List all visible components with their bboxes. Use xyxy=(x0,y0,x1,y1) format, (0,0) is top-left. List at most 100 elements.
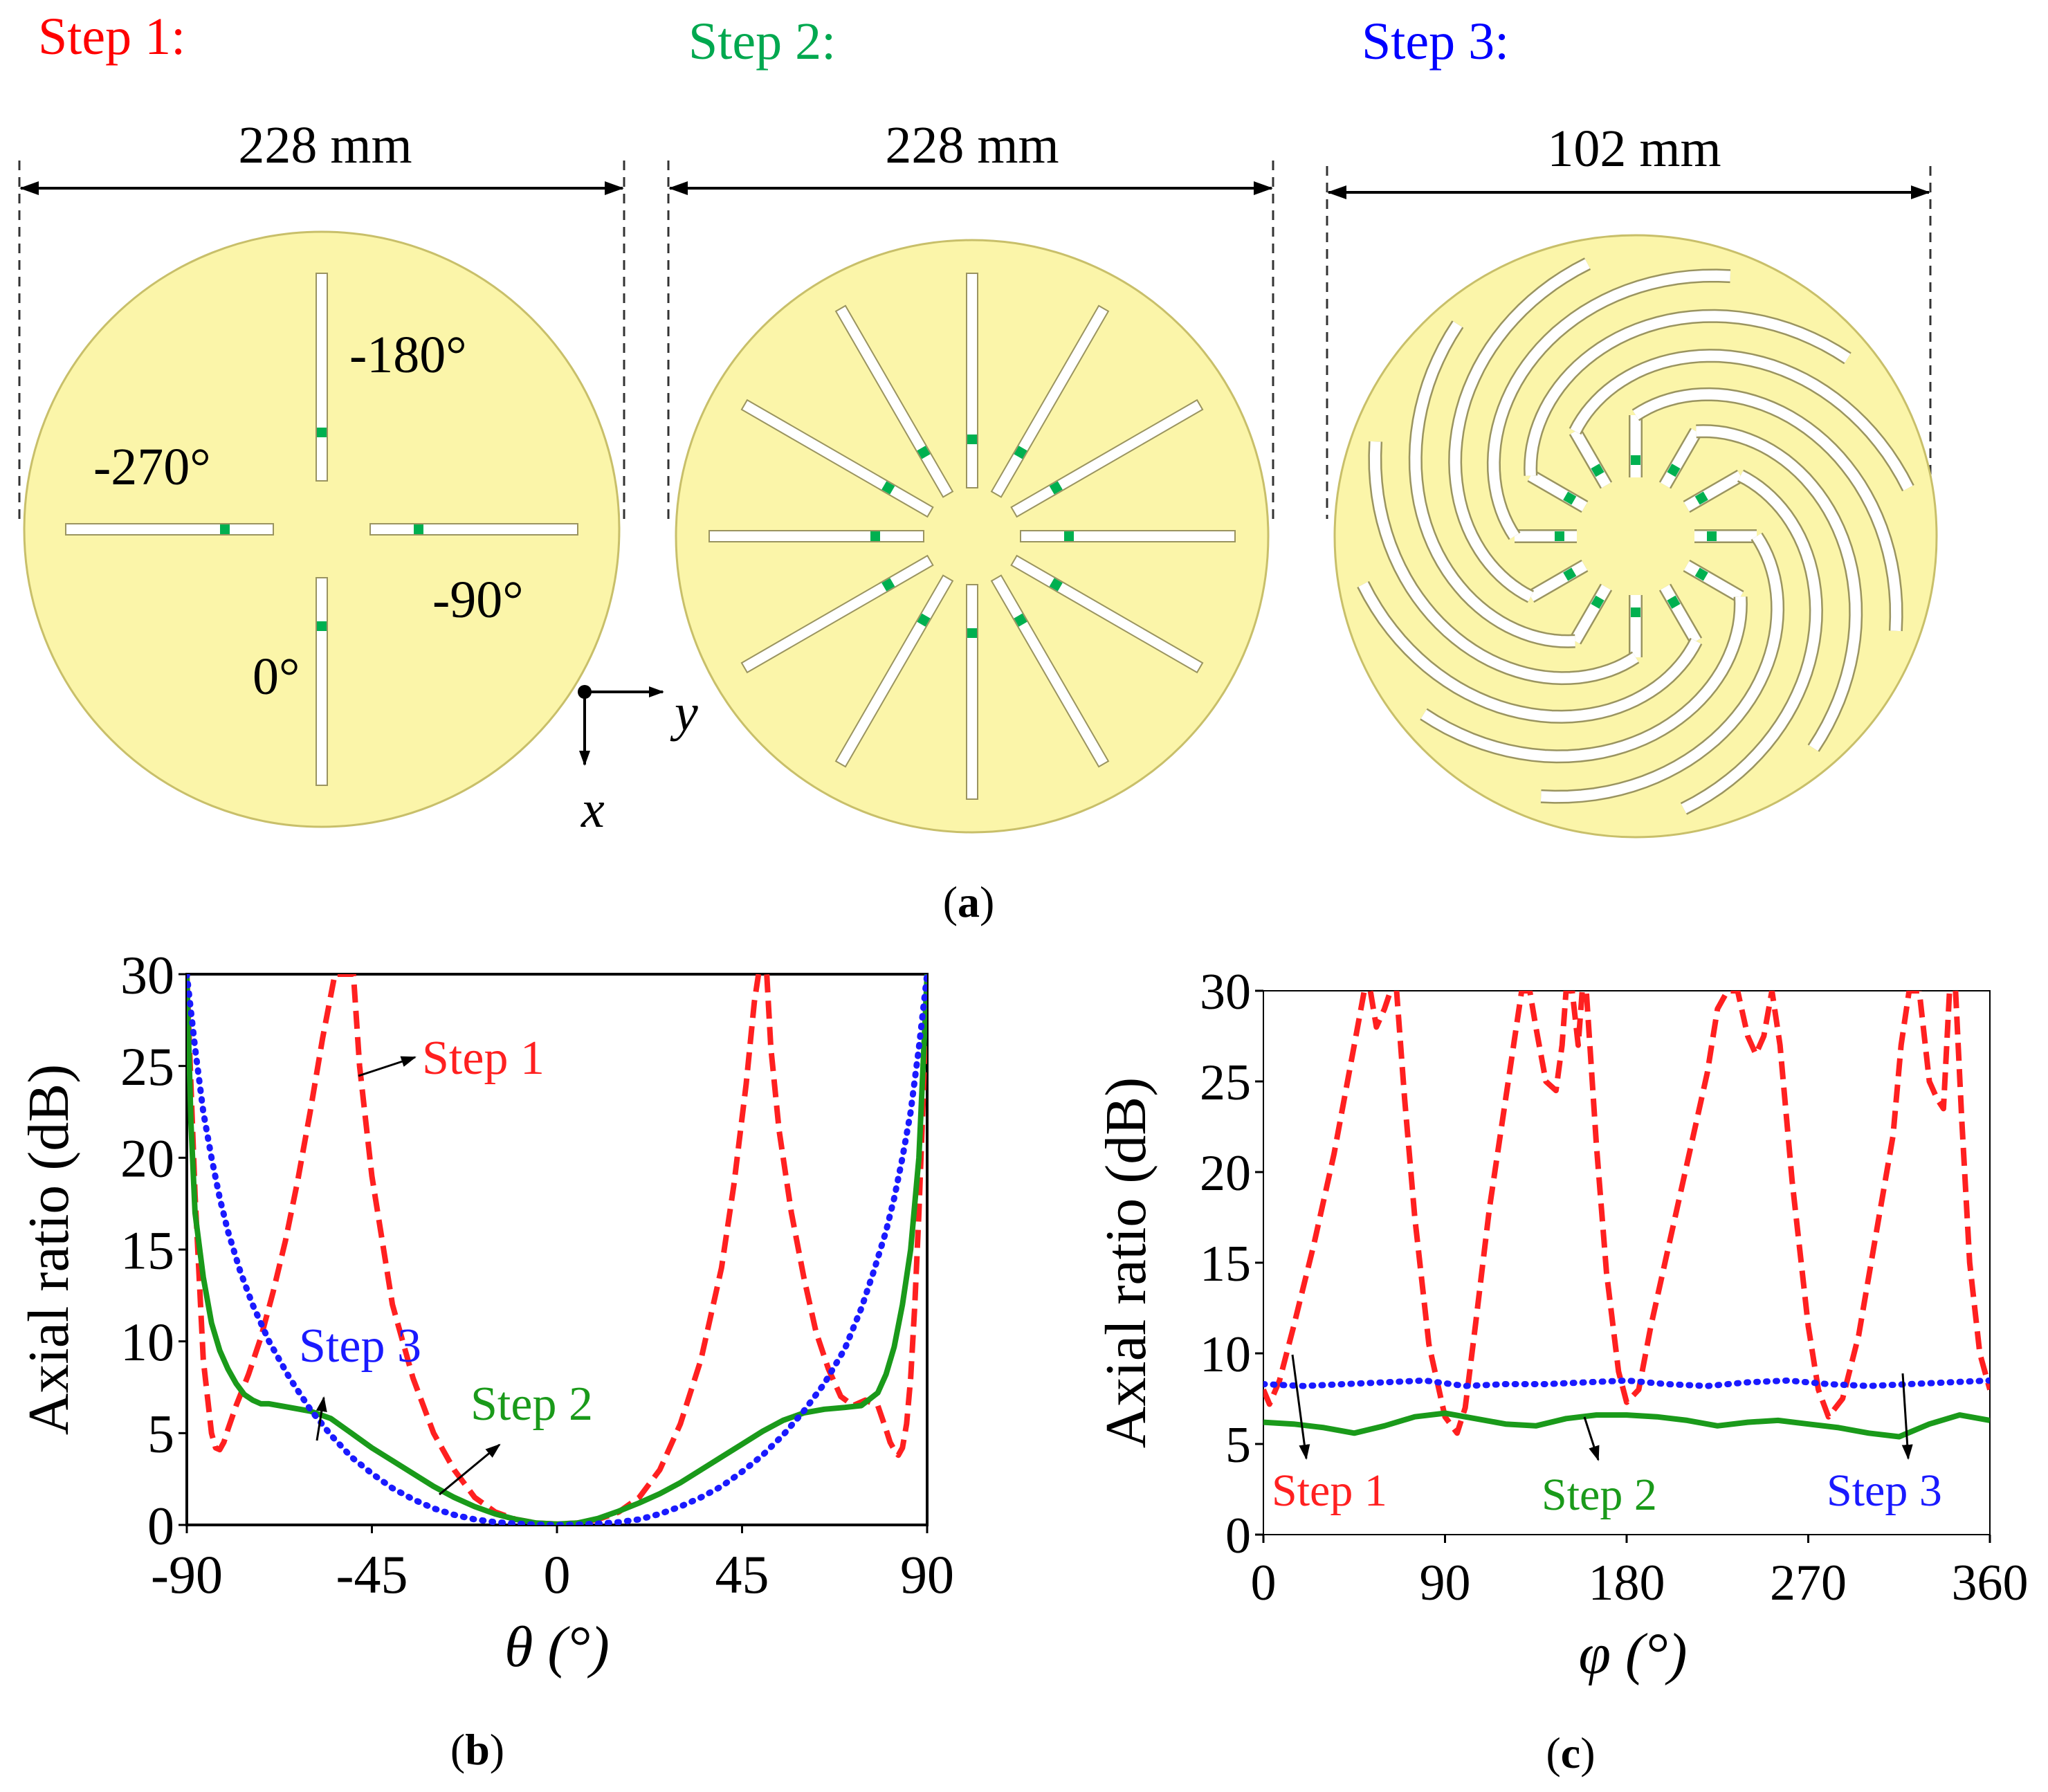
series-step1-line-c xyxy=(1263,991,1990,1436)
spiral-slot-5 xyxy=(1448,257,1591,603)
axis-label-x: x xyxy=(580,780,605,839)
slot-0-feed xyxy=(1064,531,1074,541)
spiral-feed-6 xyxy=(1555,531,1564,541)
ticks-b: -90 -45 0 45 90 0 5 10 15 20 25 30 xyxy=(120,944,954,1604)
series-step1-line-b xyxy=(187,974,927,1525)
spiral-feed-10 xyxy=(1667,464,1681,477)
xtick-label-c: 180 xyxy=(1589,1555,1665,1611)
spiral-feed-0 xyxy=(1707,531,1717,541)
phase-label-left: -270° xyxy=(93,438,211,496)
slot-11-feed xyxy=(1049,481,1063,495)
slot-7-feed xyxy=(881,481,895,495)
slot-bottom-slot xyxy=(316,577,328,786)
plot-frame-b xyxy=(185,973,929,1526)
annotation-step3-b: Step 3 xyxy=(299,1319,421,1373)
slot-5 xyxy=(740,554,934,674)
slot-6 xyxy=(708,530,924,542)
spiral-slot-1 xyxy=(1420,559,1748,764)
series-step3-line-b xyxy=(187,974,927,1525)
spiral-feed-3 xyxy=(1631,607,1640,617)
coordinate-axes: y x xyxy=(578,684,698,839)
xlabel-b: θ (°) xyxy=(504,1615,610,1679)
caption-a: (a) xyxy=(943,877,995,926)
width-label-step3: 102 mm xyxy=(1547,120,1721,178)
slot-0-slot xyxy=(1020,530,1236,542)
slot-right xyxy=(369,523,578,536)
dimension-step2: 228 mm xyxy=(667,116,1274,519)
annotation-step3-c: Step 3 xyxy=(1827,1465,1942,1516)
ytick-label-b: 5 xyxy=(147,1404,174,1464)
spiral-slot-2 xyxy=(1357,580,1703,724)
slot-3-feed xyxy=(967,628,977,638)
ytick-label-b: 15 xyxy=(120,1220,174,1280)
xtick-label-c: 90 xyxy=(1420,1555,1471,1611)
slot-top-slot xyxy=(316,273,328,482)
antenna-disk-step1 xyxy=(23,230,621,828)
series-b xyxy=(187,974,927,1525)
slot-6-feed xyxy=(870,531,880,541)
slots-step1 xyxy=(65,273,578,786)
spiral-feed-4 xyxy=(1591,595,1604,609)
slot-3-slot xyxy=(966,584,978,800)
annotation-arrow-step1-b xyxy=(358,1056,417,1077)
series-step2-line-b xyxy=(187,974,927,1525)
panel-b: -90 -45 0 45 90 0 5 10 15 20 25 30 Axial ratio (dB)… xyxy=(17,944,954,1774)
slot-9-feed xyxy=(967,435,977,444)
spiral-feed-7 xyxy=(1563,491,1577,505)
series-step3-line-c xyxy=(1263,1377,1990,1389)
annotation-arrow-step1-c xyxy=(1291,1354,1310,1460)
slot-4-feed xyxy=(917,613,931,627)
slot-top-feed xyxy=(317,428,327,437)
xtick-label-b: -45 xyxy=(336,1544,408,1604)
slot-4 xyxy=(834,574,954,768)
spiral-feed-9 xyxy=(1631,455,1640,465)
spiral-slot-11 xyxy=(1680,469,1823,815)
spiral-feed-11 xyxy=(1694,491,1708,505)
slot-7 xyxy=(740,399,934,518)
ytick-label-c: 15 xyxy=(1200,1236,1251,1292)
spiral-feed-2 xyxy=(1667,595,1681,609)
spiral-slot-4 xyxy=(1408,320,1613,648)
xtick-label-b: 90 xyxy=(900,1544,954,1604)
spiral-slot-9 xyxy=(1629,387,1903,632)
ytick-label-c: 0 xyxy=(1225,1508,1251,1564)
slot-right-slot xyxy=(369,523,578,536)
phase-label-right: -90° xyxy=(432,571,524,629)
series-step2-line-c xyxy=(1263,1410,1990,1440)
step3-title: Step 3: xyxy=(1362,12,1509,71)
slot-9-slot xyxy=(966,273,978,488)
slot-0 xyxy=(1020,530,1236,542)
ylabel-c: Axial ratio (dB) xyxy=(1094,1077,1158,1449)
caption-c: (c) xyxy=(1546,1728,1595,1777)
xtick-label-c: 270 xyxy=(1770,1555,1847,1611)
phase-label-top: -180° xyxy=(349,326,467,384)
annotation-arrow-step3-b xyxy=(316,1396,327,1441)
dimension-step1: 228 mm xyxy=(18,116,625,519)
slot-top xyxy=(316,273,328,482)
xtick-label-c: 0 xyxy=(1251,1555,1277,1611)
step2-title: Step 2: xyxy=(688,12,836,71)
ytick-label-b: 0 xyxy=(147,1495,174,1555)
xtick-label-b: -90 xyxy=(151,1544,223,1604)
ytick-label-c: 5 xyxy=(1225,1417,1251,1474)
spiral-feed-1 xyxy=(1694,567,1708,581)
annotation-arrow-step3-c xyxy=(1901,1373,1913,1460)
spiral-slot-0 xyxy=(1540,529,1785,804)
annotation-step1-c: Step 1 xyxy=(1272,1465,1387,1516)
phase-label-bottom: 0° xyxy=(253,648,300,706)
slot-left-feed xyxy=(220,524,230,534)
annotation-arrow-step2-c xyxy=(1583,1416,1600,1461)
dimension-step3: 102 mm xyxy=(1326,120,1932,519)
ytick-label-b: 10 xyxy=(120,1312,174,1372)
annotation-step2-b: Step 2 xyxy=(470,1378,593,1431)
slot-1-feed xyxy=(1049,578,1063,592)
caption-b: (b) xyxy=(450,1725,504,1774)
ytick-label-c: 20 xyxy=(1200,1145,1251,1202)
panel-a: Step 1: Step 2: Step 3: 228 mm 228 mm 10… xyxy=(18,8,1938,926)
ytick-label-c: 30 xyxy=(1200,964,1251,1021)
slot-10-feed xyxy=(1014,446,1027,459)
width-label-step2: 228 mm xyxy=(885,116,1059,174)
slot-2-feed xyxy=(1014,613,1027,627)
spiral-slot-8 xyxy=(1569,349,1914,492)
